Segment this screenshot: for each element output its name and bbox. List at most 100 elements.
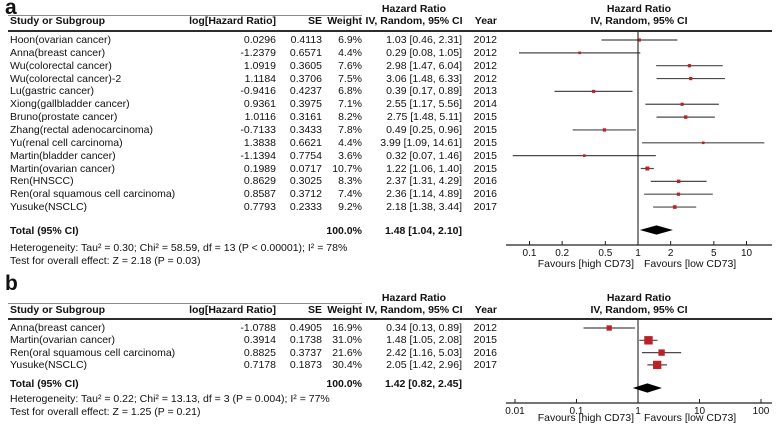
effect-marker bbox=[644, 336, 653, 345]
plot-header-ci: IV, Random, 95% CI bbox=[590, 15, 688, 27]
study-weight: 7.8% bbox=[338, 123, 362, 136]
study-weight: 8.3% bbox=[338, 175, 362, 188]
col-header-se: SE bbox=[307, 304, 322, 316]
study-weight: 7.1% bbox=[338, 98, 362, 111]
study-year: 2015 bbox=[473, 111, 497, 124]
col-header-se: SE bbox=[307, 15, 322, 27]
effect-marker bbox=[680, 102, 684, 106]
col-header-year: Year bbox=[474, 304, 497, 316]
study-se: 0.3737 bbox=[289, 346, 322, 359]
axis-tick-label: 1 bbox=[635, 406, 641, 417]
axis-tick-label: 1 bbox=[635, 248, 641, 259]
header-top-rule bbox=[8, 303, 362, 304]
study-se: 0.1738 bbox=[289, 334, 322, 347]
study-name: Hoon(ovarian cancer) bbox=[10, 34, 111, 46]
study-ci: 2.75 [1.48, 5.11] bbox=[386, 111, 462, 124]
column-group-title-hazard-ratio: Hazard Ratio bbox=[381, 3, 447, 15]
study-se: 0.0717 bbox=[289, 162, 322, 175]
study-ci: 2.42 [1.16, 5.03] bbox=[386, 346, 462, 359]
study-year: 2012 bbox=[473, 72, 497, 85]
study-loghr: 0.9361 bbox=[243, 98, 276, 111]
axis-tick-label: 0.01 bbox=[505, 406, 525, 417]
study-weight: 7.5% bbox=[338, 72, 362, 85]
header-rule bbox=[8, 318, 772, 320]
study-ci: 0.39 [0.17, 0.89] bbox=[386, 85, 462, 98]
study-year: 2015 bbox=[473, 123, 497, 136]
col-header-year: Year bbox=[474, 15, 497, 27]
study-weight: 7.4% bbox=[338, 188, 362, 201]
study-name: Lu(gastric cancer) bbox=[10, 85, 95, 98]
effect-marker bbox=[683, 115, 688, 119]
study-name: Wu(colorectal cancer) bbox=[10, 59, 112, 72]
study-year: 2015 bbox=[473, 162, 497, 175]
study-year: 2015 bbox=[473, 136, 497, 149]
favours-left-label: Favours [high CD73] bbox=[538, 412, 634, 424]
study-se: 0.3161 bbox=[289, 111, 322, 124]
study-ci: 3.06 [1.48, 6.33] bbox=[386, 72, 462, 85]
study-ci: 1.48 [1.05, 2.08] bbox=[386, 334, 462, 347]
study-ci: 2.55 [1.17, 5.56] bbox=[386, 98, 462, 111]
study-ci: 2.18 [1.38, 3.44] bbox=[386, 201, 462, 214]
col-header-loghr: log[Hazard Ratio] bbox=[189, 304, 276, 316]
axis-tick-label: 0.1 bbox=[570, 406, 584, 417]
study-weight: 8.2% bbox=[338, 111, 362, 124]
study-se: 0.2333 bbox=[289, 201, 322, 214]
col-header-weight: Weight bbox=[327, 304, 362, 316]
study-weight: 31.0% bbox=[332, 334, 362, 347]
study-name: Yusuke(NSCLC) bbox=[10, 358, 88, 371]
total-weight: 100.0% bbox=[326, 378, 362, 390]
study-weight: 6.8% bbox=[338, 85, 362, 98]
study-name: Xiong(gallbladder cancer) bbox=[10, 98, 130, 111]
total-label: Total (95% CI) bbox=[10, 378, 79, 390]
study-se: 0.7754 bbox=[289, 149, 322, 162]
study-year: 2015 bbox=[473, 149, 497, 162]
study-year: 2017 bbox=[473, 201, 497, 214]
total-weight: 100.0% bbox=[326, 225, 362, 237]
effect-marker bbox=[658, 349, 665, 356]
study-weight: 6.9% bbox=[338, 34, 362, 46]
study-year: 2015 bbox=[473, 334, 497, 347]
study-loghr: 0.3914 bbox=[243, 334, 276, 347]
effect-marker bbox=[672, 205, 677, 209]
col-header-ci: IV, Random, 95% CI bbox=[365, 304, 463, 316]
axis-tick-label: 10 bbox=[694, 406, 706, 417]
study-ci: 0.29 [0.08, 1.05] bbox=[386, 46, 462, 59]
study-se: 0.4113 bbox=[290, 34, 322, 46]
study-weight: 10.7% bbox=[332, 162, 362, 175]
study-se: 0.4905 bbox=[289, 322, 322, 334]
column-group-title-hazard-ratio: Hazard Ratio bbox=[381, 292, 447, 304]
effect-marker bbox=[676, 179, 681, 184]
total-ci: 1.48 [1.04, 2.10] bbox=[384, 225, 462, 237]
study-year: 2016 bbox=[473, 346, 497, 359]
study-ci: 1.03 [0.46, 2.31] bbox=[386, 34, 462, 46]
study-se: 0.3706 bbox=[289, 72, 322, 85]
plot-title-hazard-ratio: Hazard Ratio bbox=[606, 3, 672, 15]
study-weight: 30.4% bbox=[332, 358, 362, 371]
total-label: Total (95% CI) bbox=[10, 225, 79, 237]
study-weight: 3.6% bbox=[338, 149, 362, 162]
study-name: Wu(colorectal cancer)-2 bbox=[10, 72, 122, 85]
study-weight: 16.9% bbox=[332, 322, 362, 334]
study-year: 2014 bbox=[473, 98, 497, 111]
study-name: Zhang(rectal adenocarcinoma) bbox=[10, 123, 153, 136]
total-ci: 1.42 [0.82, 2.45] bbox=[384, 378, 462, 390]
effect-marker bbox=[637, 38, 641, 42]
pooled-diamond bbox=[632, 383, 662, 393]
study-year: 2016 bbox=[473, 188, 497, 201]
study-loghr: -0.7133 bbox=[240, 123, 276, 136]
study-loghr: 0.7178 bbox=[243, 358, 276, 371]
study-ci: 2.37 [1.31, 4.29] bbox=[386, 175, 462, 188]
study-name: Ren(oral squamous cell carcinoma) bbox=[10, 188, 176, 201]
study-ci: 2.36 [1.14, 4.89] bbox=[386, 188, 462, 201]
study-name: Martin(ovarian cancer) bbox=[10, 162, 116, 175]
effect-marker bbox=[602, 128, 607, 132]
effect-marker bbox=[578, 51, 581, 55]
study-name: Martin(bladder cancer) bbox=[10, 149, 116, 162]
effect-marker bbox=[653, 360, 662, 370]
study-ci: 0.32 [0.07, 1.46] bbox=[386, 149, 462, 162]
col-header-loghr: log[Hazard Ratio] bbox=[189, 15, 276, 27]
effect-marker bbox=[701, 141, 705, 145]
study-name: Yusuke(NSCLC) bbox=[10, 201, 88, 214]
study-weight: 21.6% bbox=[332, 346, 362, 359]
study-se: 0.6621 bbox=[289, 136, 322, 149]
